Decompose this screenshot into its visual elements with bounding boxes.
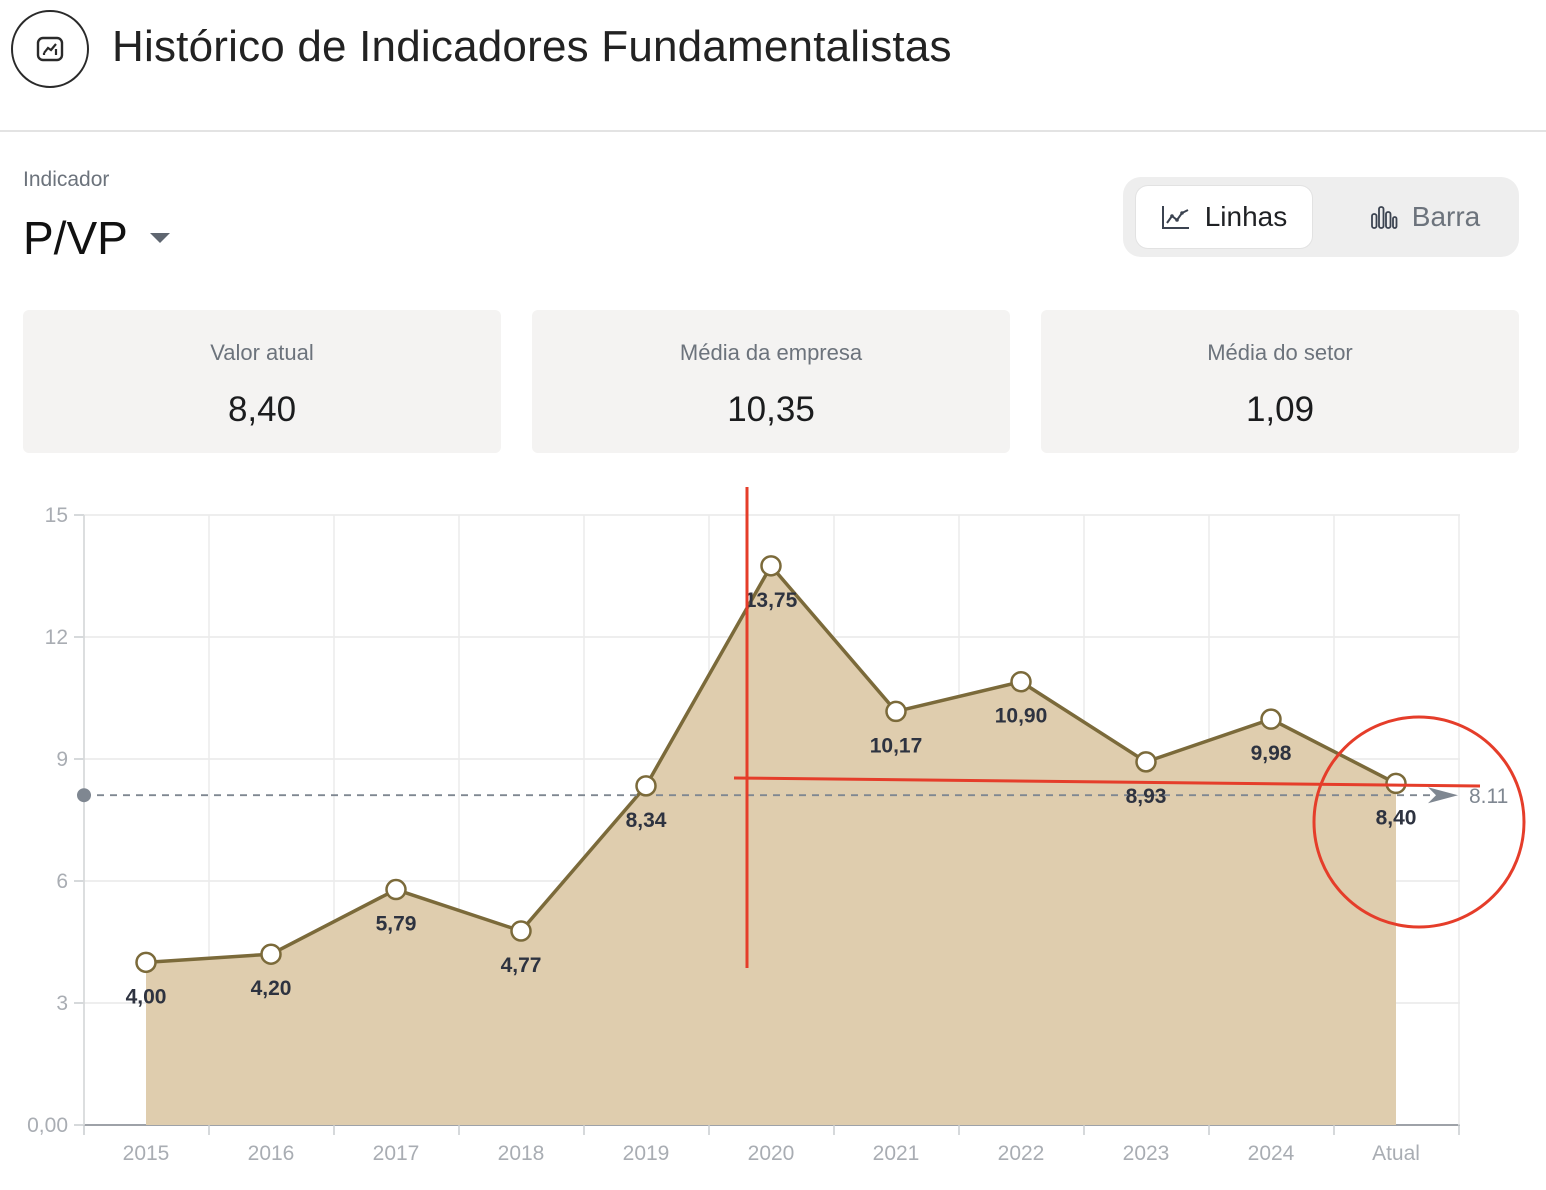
data-label: 13,75 bbox=[745, 589, 798, 612]
x-tick-label: 2019 bbox=[623, 1142, 670, 1165]
data-point bbox=[510, 920, 532, 942]
annotation-circle bbox=[1312, 715, 1526, 929]
lines-view-label: Linhas bbox=[1204, 201, 1288, 232]
bar-view-label: Barra bbox=[1411, 201, 1481, 232]
annotation-horizontal-line bbox=[733, 776, 1481, 788]
x-tick-label: 2023 bbox=[1123, 1142, 1170, 1165]
page-header: Histórico de Indicadores Fundamentalista… bbox=[0, 0, 1546, 132]
card-value: 8,40 bbox=[227, 390, 297, 429]
current-value-card: Valor atual 8,40 bbox=[23, 310, 501, 453]
y-tick-label: 12 bbox=[45, 626, 68, 649]
bar-chart-icon bbox=[1370, 206, 1398, 229]
y-tick-label: 0,00 bbox=[27, 1114, 68, 1137]
page-title: Histórico de Indicadores Fundamentalista… bbox=[112, 22, 952, 71]
y-tick-label: 9 bbox=[56, 748, 68, 771]
data-point bbox=[760, 555, 782, 577]
data-point bbox=[1010, 670, 1032, 693]
data-point bbox=[260, 943, 282, 965]
data-label: 10,17 bbox=[870, 734, 923, 757]
data-label: 4,20 bbox=[251, 977, 292, 1000]
sector-average-card: Média do setor 1,09 bbox=[1041, 310, 1519, 453]
y-tick-label: 3 bbox=[56, 992, 68, 1015]
caret-down-icon bbox=[149, 233, 170, 243]
card-value: 1,09 bbox=[1245, 390, 1315, 429]
data-point bbox=[1135, 751, 1157, 773]
data-label: 4,77 bbox=[501, 954, 542, 977]
data-label: 4,00 bbox=[126, 985, 167, 1008]
chart-icon bbox=[11, 10, 89, 88]
card-label: Média da empresa bbox=[679, 340, 863, 365]
x-tick-label: Atual bbox=[1372, 1142, 1420, 1165]
lines-view-button[interactable]: Linhas bbox=[1136, 186, 1312, 248]
x-tick-label: 2016 bbox=[248, 1142, 295, 1165]
data-label: 5,79 bbox=[376, 913, 417, 936]
data-label: 8,40 bbox=[1376, 806, 1417, 829]
data-point bbox=[635, 775, 657, 797]
data-point bbox=[135, 951, 157, 974]
data-label: 10,90 bbox=[995, 705, 1048, 728]
card-label: Média do setor bbox=[1207, 340, 1353, 365]
series-area bbox=[146, 565, 1396, 1125]
pvp-history-chart: 0,00 3 6 9 12 15 8.11 2015 2016 2017 2018 2019 2020 2… bbox=[27, 487, 1526, 1165]
indicator-label: Indicador bbox=[23, 168, 110, 191]
data-point bbox=[1260, 708, 1282, 730]
x-tick-label: 2018 bbox=[498, 1142, 545, 1165]
reference-start-dot bbox=[77, 788, 91, 803]
reference-line-label: 8.11 bbox=[1469, 785, 1508, 808]
x-tick-label: 2015 bbox=[123, 1142, 170, 1165]
data-label: 8,34 bbox=[626, 809, 667, 832]
line-chart-icon bbox=[1161, 206, 1189, 229]
x-tick-label: 2017 bbox=[373, 1142, 420, 1165]
x-tick-label: 2022 bbox=[998, 1142, 1045, 1165]
bar-view-button[interactable]: Barra bbox=[1345, 186, 1505, 248]
x-tick-label: 2021 bbox=[873, 1142, 920, 1165]
data-point bbox=[385, 878, 407, 901]
data-point bbox=[885, 700, 907, 723]
x-tick-label: 2024 bbox=[1248, 1142, 1295, 1165]
reference-arrow-icon bbox=[1428, 787, 1458, 804]
data-label: 8,93 bbox=[1126, 785, 1167, 808]
view-toggle: Linhas Barra bbox=[1123, 177, 1519, 257]
company-average-card: Média da empresa 10,35 bbox=[532, 310, 1010, 453]
data-point bbox=[1385, 772, 1407, 795]
y-tick-label: 15 bbox=[45, 504, 68, 527]
indicator-value: P/VP bbox=[23, 212, 128, 264]
card-value: 10,35 bbox=[727, 390, 815, 429]
card-label: Valor atual bbox=[210, 340, 314, 365]
data-label: 9,98 bbox=[1251, 742, 1292, 765]
indicator-select[interactable]: P/VP bbox=[23, 210, 170, 266]
x-tick-label: 2020 bbox=[748, 1142, 795, 1165]
y-tick-label: 6 bbox=[56, 870, 68, 893]
